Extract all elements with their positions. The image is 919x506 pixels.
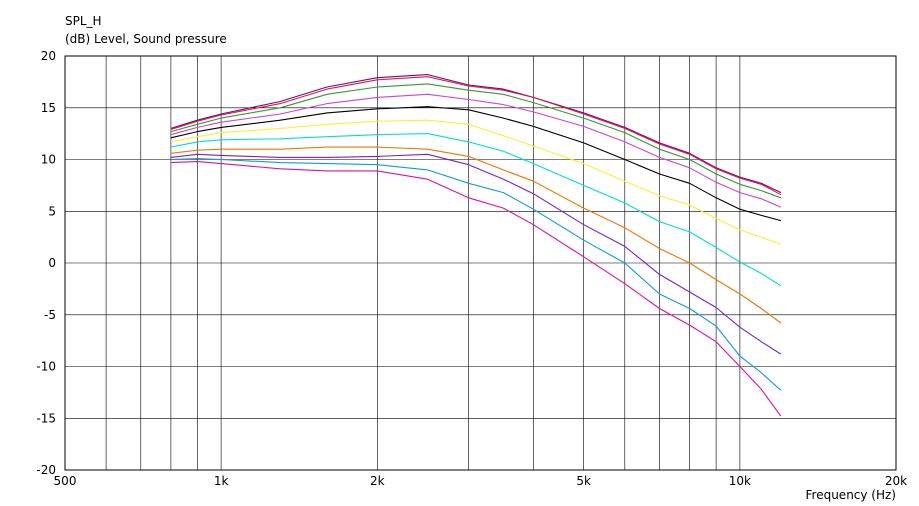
y-tick-label: 20 bbox=[41, 49, 56, 63]
x-tick-label: 10k bbox=[729, 474, 751, 488]
series-line-5 bbox=[170, 106, 782, 222]
series-line-8 bbox=[170, 146, 782, 324]
series-lines bbox=[170, 74, 782, 417]
x-tick-label: 20k bbox=[885, 474, 907, 488]
x-tick-label: 500 bbox=[54, 474, 77, 488]
x-tick-label: 1k bbox=[214, 474, 229, 488]
y-tick-label: -20 bbox=[36, 463, 56, 477]
y-tick-label: -5 bbox=[44, 308, 56, 322]
series-line-2 bbox=[170, 76, 782, 196]
series-line-10 bbox=[170, 157, 782, 391]
y-tick-label: 15 bbox=[41, 101, 56, 115]
y-tick-label: -10 bbox=[36, 360, 56, 374]
y-axis-label: (dB) Level, Sound pressure bbox=[65, 32, 227, 46]
series-line-11 bbox=[170, 161, 782, 417]
x-tick-label: 5k bbox=[576, 474, 591, 488]
y-tick-label: -15 bbox=[36, 411, 56, 425]
series-line-6 bbox=[170, 119, 782, 245]
series-line-3 bbox=[170, 83, 782, 199]
y-tick-labels: 20 15 10 5 0 -5 -10 -15 -20 bbox=[36, 49, 56, 477]
series-line-4 bbox=[170, 93, 782, 208]
x-axis-label: Frequency (Hz) bbox=[806, 488, 897, 502]
series-line-9 bbox=[170, 153, 782, 355]
y-tick-label: 5 bbox=[48, 204, 56, 218]
series-line-7 bbox=[170, 133, 782, 287]
x-tick-labels: 500 1k 2k 5k 10k 20k bbox=[54, 474, 908, 488]
grid bbox=[65, 56, 896, 470]
x-tick-label: 2k bbox=[370, 474, 385, 488]
plot-frame bbox=[64, 55, 897, 471]
chart-title: SPL_H bbox=[65, 14, 102, 28]
y-tick-label: 10 bbox=[41, 153, 56, 167]
y-tick-label: 0 bbox=[48, 256, 56, 270]
